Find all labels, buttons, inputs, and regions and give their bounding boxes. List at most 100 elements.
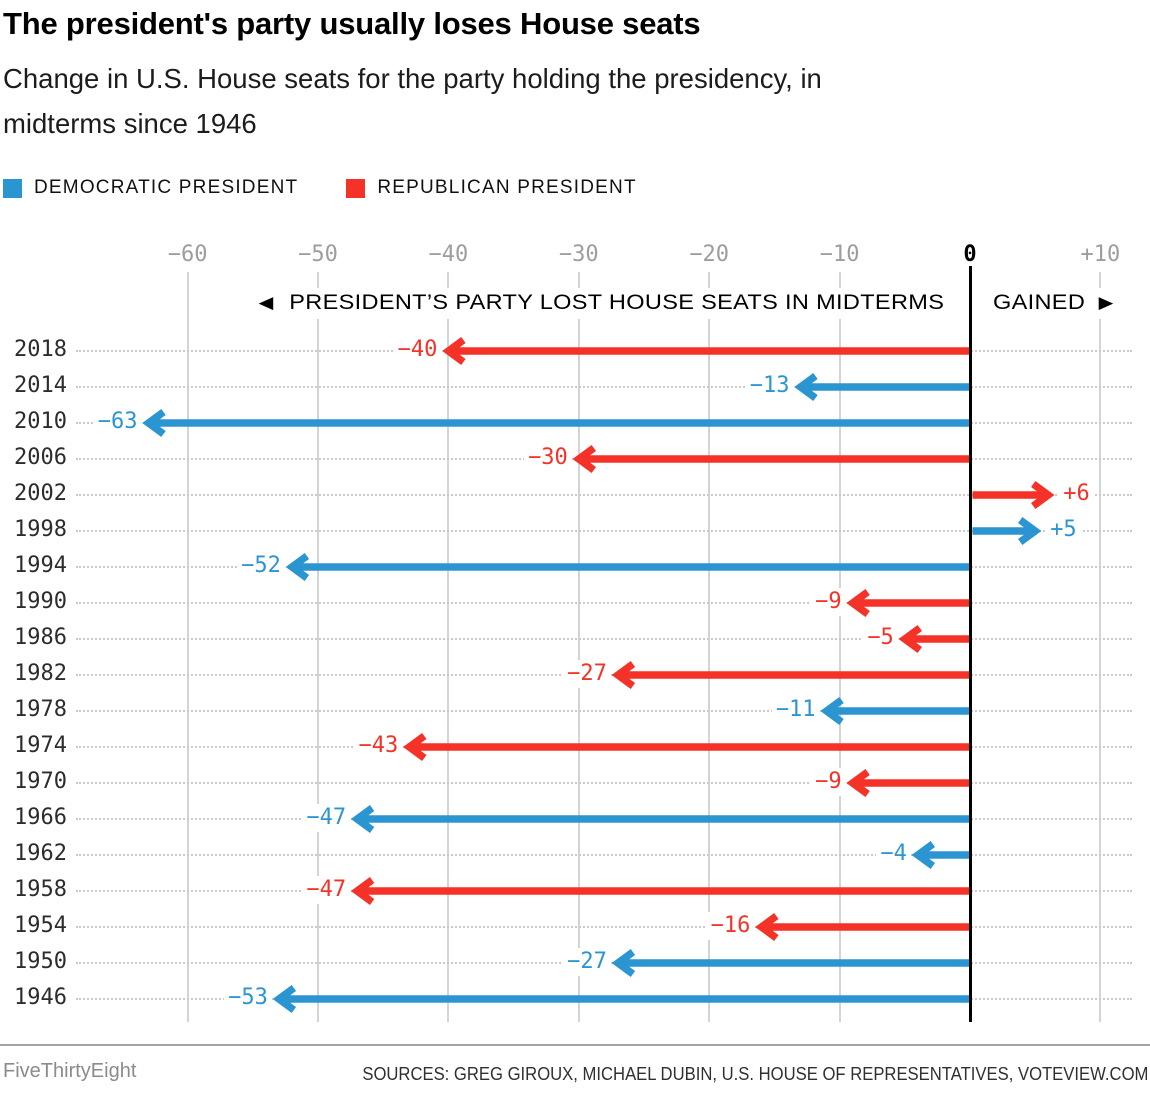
year-label-2018: 2018 xyxy=(14,337,67,362)
row-gridline-1962 xyxy=(76,854,1132,856)
democratic-swatch-icon xyxy=(3,178,22,198)
row-gridline-1954 xyxy=(76,926,1132,928)
arrow-1986 xyxy=(898,625,969,653)
legend: DEMOCRATIC PRESIDENT REPUBLICAN PRESIDEN… xyxy=(3,177,637,199)
legend-label-democratic: DEMOCRATIC PRESIDENT xyxy=(34,177,299,198)
year-label-2002: 2002 xyxy=(14,481,67,506)
value-label-2014: −13 xyxy=(745,372,794,400)
year-label-1986: 1986 xyxy=(14,625,67,650)
arrow-1962 xyxy=(911,841,969,869)
value-label-1946: −53 xyxy=(224,984,272,1012)
gridline--60 xyxy=(186,272,189,1022)
value-label-1970: −9 xyxy=(811,768,846,796)
arrow-1978 xyxy=(820,697,969,725)
year-label-1994: 1994 xyxy=(14,553,67,578)
arrow-2006 xyxy=(572,445,969,473)
year-label-1954: 1954 xyxy=(14,913,67,938)
zero-line xyxy=(968,266,972,1022)
arrow-2014 xyxy=(794,373,969,401)
arrow-2018 xyxy=(442,337,969,365)
legend-label-republican: REPUBLICAN PRESIDENT xyxy=(377,177,637,198)
value-label-2002: +6 xyxy=(1059,480,1094,508)
arrow-1970 xyxy=(846,769,969,797)
x-tick--40: −40 xyxy=(428,242,469,267)
row-gridline-2014 xyxy=(76,386,1132,388)
value-label-2018: −40 xyxy=(393,336,442,364)
arrow-1954 xyxy=(755,913,969,941)
x-tick--20: −20 xyxy=(689,242,730,267)
year-label-1946: 1946 xyxy=(14,985,67,1010)
year-label-1966: 1966 xyxy=(14,805,67,830)
gridline--50 xyxy=(317,272,319,1022)
gridline--40 xyxy=(447,272,450,1022)
fivethirtyeight-logo: FiveThirtyEight xyxy=(3,1060,137,1082)
right-triangle-icon: ▶ xyxy=(1098,293,1114,313)
value-label-1954: −16 xyxy=(706,912,755,940)
arrow-1998 xyxy=(972,517,1042,545)
gridline--30 xyxy=(577,272,580,1022)
page-title: The president's party usually loses Hous… xyxy=(3,6,701,41)
arrow-1974 xyxy=(403,733,969,761)
chart-subtitle: Change in U.S. House seats for the party… xyxy=(3,63,822,139)
footer-divider xyxy=(0,1044,1150,1046)
arrow-1990 xyxy=(846,589,969,617)
axis-label-lost: ◀ PRESIDENT’S PARTY LOST HOUSE SEATS IN M… xyxy=(249,288,953,319)
left-triangle-icon: ◀ xyxy=(258,293,274,313)
legend-item-democratic: DEMOCRATIC PRESIDENT xyxy=(3,177,298,199)
sources-credit: SOURCES: GREG GIROUX, MICHAEL DUBIN, U.S… xyxy=(275,1063,1148,1085)
arrow-1994 xyxy=(285,553,969,581)
row-gridline-2002 xyxy=(76,494,1132,496)
row-gridline-1986 xyxy=(76,638,1132,640)
row-gridline-1990 xyxy=(76,602,1132,604)
value-label-2006: −30 xyxy=(524,444,572,472)
value-label-1958: −47 xyxy=(302,876,351,904)
row-gridline-1978 xyxy=(76,710,1132,712)
arrow-1958 xyxy=(350,877,969,905)
value-label-1978: −11 xyxy=(771,696,820,724)
value-label-1974: −43 xyxy=(354,732,403,760)
value-label-1998: +5 xyxy=(1046,516,1081,544)
value-label-1966: −47 xyxy=(302,804,351,832)
value-label-2010: −63 xyxy=(93,408,142,436)
year-label-1974: 1974 xyxy=(14,733,67,758)
gridline-10 xyxy=(1099,272,1102,1022)
year-label-1970: 1970 xyxy=(14,769,67,794)
value-label-1950: −27 xyxy=(563,948,611,976)
x-tick--50: −50 xyxy=(298,242,338,267)
lost-label: PRESIDENT’S PARTY LOST HOUSE SEATS IN MI… xyxy=(289,291,945,314)
year-label-1982: 1982 xyxy=(14,661,67,686)
year-label-1962: 1962 xyxy=(14,841,67,866)
year-label-1998: 1998 xyxy=(14,517,67,542)
year-label-1990: 1990 xyxy=(14,589,67,614)
x-tick-10: +10 xyxy=(1080,242,1121,267)
value-label-1990: −9 xyxy=(811,588,846,616)
arrow-1982 xyxy=(611,661,969,689)
row-gridline-1970 xyxy=(76,782,1132,784)
year-label-2006: 2006 xyxy=(14,445,67,470)
year-label-1978: 1978 xyxy=(14,697,67,722)
value-label-1994: −52 xyxy=(237,552,285,580)
arrows-layer xyxy=(142,337,1055,1013)
year-label-1950: 1950 xyxy=(14,949,67,974)
republican-swatch-icon xyxy=(346,178,366,198)
axis-label-gained: GAINED ▶ xyxy=(984,288,1123,319)
chart-area: ◀ PRESIDENT’S PARTY LOST HOUSE SEATS IN M… xyxy=(0,230,1150,1022)
value-label-1986: −5 xyxy=(863,624,898,652)
value-label-1982: −27 xyxy=(563,660,611,688)
arrow-1946 xyxy=(272,985,969,1013)
arrow-1966 xyxy=(350,805,969,833)
x-tick-0: 0 xyxy=(963,242,977,267)
sources-text: SOURCES: GREG GIROUX, MICHAEL DUBIN, U.S… xyxy=(361,1063,1148,1084)
arrow-1950 xyxy=(611,949,969,977)
x-tick--60: −60 xyxy=(167,242,208,267)
gained-label: GAINED xyxy=(992,291,1086,314)
x-tick--10: −10 xyxy=(819,242,860,267)
year-label-2014: 2014 xyxy=(14,373,67,398)
gridline--10 xyxy=(838,272,841,1022)
year-label-2010: 2010 xyxy=(14,409,67,434)
arrow-2002 xyxy=(972,481,1055,509)
gridline--20 xyxy=(708,272,711,1022)
legend-item-republican: REPUBLICAN PRESIDENT xyxy=(346,177,636,199)
row-gridline-1998 xyxy=(76,530,1132,532)
